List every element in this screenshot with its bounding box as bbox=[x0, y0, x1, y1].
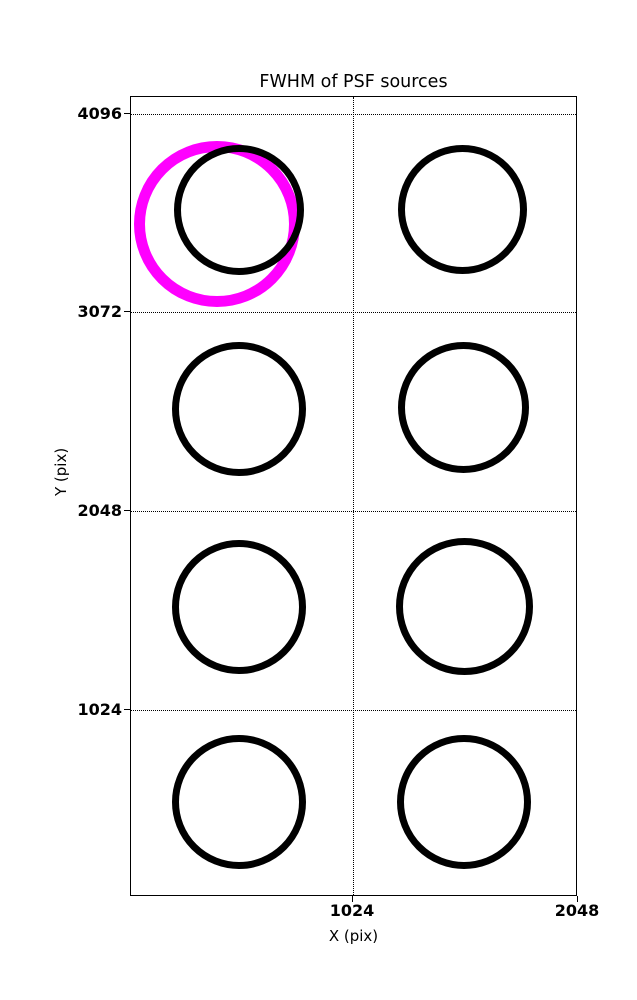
y-axis-label: Y (pix) bbox=[52, 447, 70, 496]
plot-area[interactable] bbox=[130, 96, 577, 896]
psf-source-marker-r3c2 bbox=[396, 538, 533, 675]
psf-source-marker-r1c2 bbox=[398, 145, 527, 274]
ytick-label-1024: 1024 bbox=[77, 700, 122, 719]
gridline-x-1024 bbox=[353, 97, 354, 895]
ytick-mark-1024 bbox=[124, 709, 130, 710]
psf-source-marker-r2c2 bbox=[398, 342, 529, 473]
ytick-mark-2048 bbox=[124, 510, 130, 511]
psf-source-marker-r4c2 bbox=[397, 735, 531, 869]
ytick-mark-3072 bbox=[124, 311, 130, 312]
xtick-label-1024: 1024 bbox=[329, 901, 375, 920]
xtick-label-2048: 2048 bbox=[554, 901, 600, 920]
psf-source-marker-r4c1 bbox=[172, 735, 306, 869]
xtick-mark-2048 bbox=[577, 896, 578, 902]
ytick-label-3072: 3072 bbox=[77, 302, 122, 321]
psf-source-marker-r1c1 bbox=[174, 145, 304, 275]
x-axis-label: X (pix) bbox=[328, 927, 379, 945]
ytick-label-2048: 2048 bbox=[77, 501, 122, 520]
xtick-mark-1024 bbox=[352, 896, 353, 902]
psf-source-marker-r3c1 bbox=[172, 540, 306, 674]
ytick-mark-4096 bbox=[124, 113, 130, 114]
psf-source-marker-r2c1 bbox=[172, 342, 306, 476]
ytick-label-4096: 4096 bbox=[77, 104, 122, 123]
chart-title: FWHM of PSF sources bbox=[259, 72, 448, 92]
